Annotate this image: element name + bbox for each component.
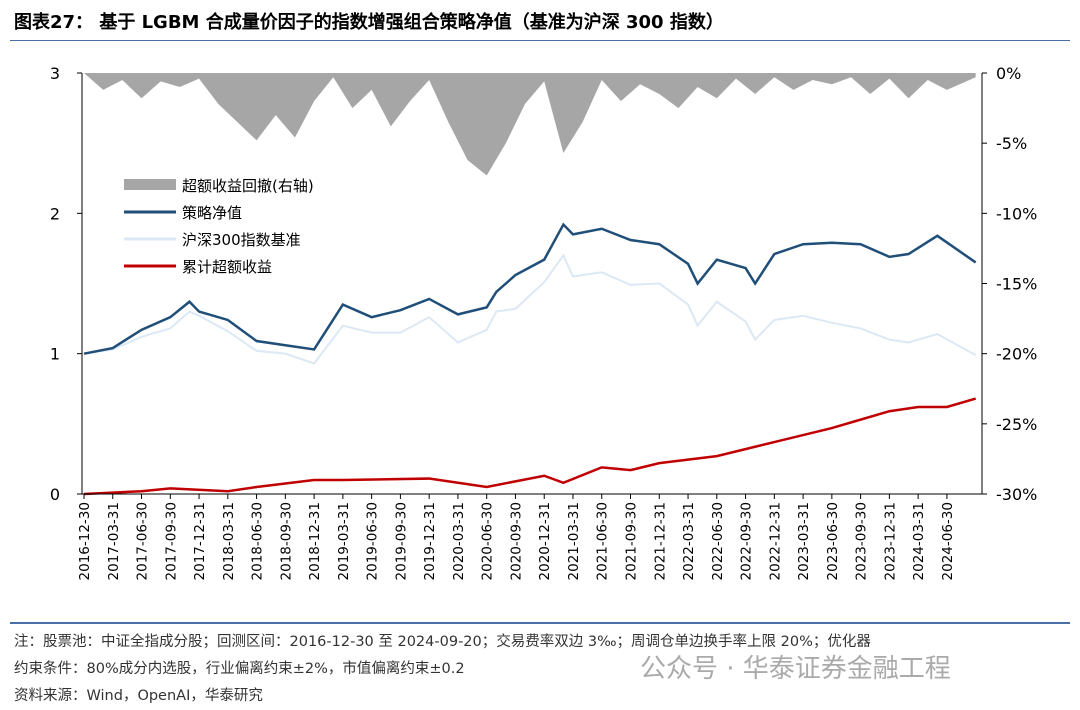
note-line-1: 注：股票池：中证全指成分股；回测区间：2016-12-30 至 2024-09-… bbox=[14, 634, 871, 650]
x-tick-label: 2024-03-31 bbox=[911, 502, 927, 580]
x-tick-label: 2017-12-31 bbox=[192, 502, 208, 580]
drawdown-area bbox=[84, 73, 976, 176]
x-tick-label: 2022-06-30 bbox=[710, 502, 726, 580]
right-tick-label: 0% bbox=[996, 64, 1021, 83]
left-tick-label: 2 bbox=[50, 204, 60, 223]
x-tick-label: 2023-06-30 bbox=[825, 502, 841, 580]
left-tick-label: 0 bbox=[50, 485, 60, 504]
right-tick-label: -15% bbox=[996, 275, 1037, 294]
x-tick-label: 2020-06-30 bbox=[480, 502, 496, 580]
series-line-3 bbox=[83, 397, 977, 496]
left-tick-label: 3 bbox=[50, 64, 60, 83]
x-tick-label: 2017-09-30 bbox=[163, 502, 179, 580]
legend-label-3: 累计超额收益 bbox=[182, 258, 272, 276]
x-tick-label: 2017-03-31 bbox=[106, 502, 122, 580]
legend-label-2: 沪深300指数基准 bbox=[182, 231, 301, 249]
legend-label-1: 策略净值 bbox=[182, 204, 242, 222]
x-tick-label: 2021-09-30 bbox=[624, 502, 640, 580]
watermark: 公众号 · 华泰证券金融工程 bbox=[640, 654, 951, 684]
right-tick-label: -30% bbox=[996, 485, 1037, 504]
right-tick-label: -25% bbox=[996, 415, 1037, 434]
right-tick-label: -20% bbox=[996, 345, 1037, 364]
x-tick-label: 2021-12-31 bbox=[652, 502, 668, 580]
x-tick-label: 2021-03-31 bbox=[566, 502, 582, 580]
source-line: 资料来源：Wind，OpenAI，华泰研究 bbox=[14, 688, 263, 704]
x-tick-label: 2023-09-30 bbox=[854, 502, 870, 580]
x-tick-label: 2020-03-31 bbox=[451, 502, 467, 580]
right-tick-label: -10% bbox=[996, 204, 1037, 223]
footer-divider bbox=[10, 622, 1070, 624]
x-tick-label: 2018-03-31 bbox=[221, 502, 237, 580]
series-line-2 bbox=[83, 253, 977, 365]
x-tick-label: 2019-12-31 bbox=[422, 502, 438, 580]
x-tick-label: 2020-12-31 bbox=[537, 502, 553, 580]
x-tick-label: 2019-06-30 bbox=[365, 502, 381, 580]
series-line-1 bbox=[83, 222, 977, 355]
title-divider bbox=[10, 40, 1070, 41]
legend-swatch-drawdown bbox=[124, 179, 176, 190]
chart: 0 1 2 3 0% -5% -10% -15% -20% -25% -30% 2016-12-30 2… bbox=[50, 64, 1038, 580]
x-tick-label: 2021-06-30 bbox=[595, 502, 611, 580]
x-tick-label: 2022-09-30 bbox=[739, 502, 755, 580]
x-tick-label: 2022-03-31 bbox=[681, 502, 697, 580]
x-tick-label: 2016-12-30 bbox=[77, 502, 93, 580]
x-tick-label: 2019-03-31 bbox=[336, 502, 352, 580]
x-tick-label: 2024-06-30 bbox=[940, 502, 956, 580]
x-tick-label: 2018-12-31 bbox=[307, 502, 323, 580]
left-tick-label: 1 bbox=[50, 345, 60, 364]
chart-title: 图表27： 基于 LGBM 合成量价因子的指数增强组合策略净值（基准为沪深 30… bbox=[14, 12, 724, 33]
x-tick-label: 2020-09-30 bbox=[508, 502, 524, 580]
x-tick-label: 2018-09-30 bbox=[278, 502, 294, 580]
x-tick-label: 2017-06-30 bbox=[135, 502, 151, 580]
x-tick-label: 2023-03-31 bbox=[796, 502, 812, 580]
x-tick-label: 2018-06-30 bbox=[250, 502, 266, 580]
legend-label-0: 超额收益回撤(右轴) bbox=[182, 177, 314, 195]
x-tick-label: 2022-12-31 bbox=[767, 502, 783, 580]
note-line-2: 约束条件：80%成分内选股，行业偏离约束±2%，市值偏离约束±0.2 bbox=[14, 661, 465, 677]
x-tick-label: 2019-09-30 bbox=[393, 502, 409, 580]
right-tick-label: -5% bbox=[996, 134, 1027, 153]
x-tick-label: 2023-12-31 bbox=[882, 502, 898, 580]
